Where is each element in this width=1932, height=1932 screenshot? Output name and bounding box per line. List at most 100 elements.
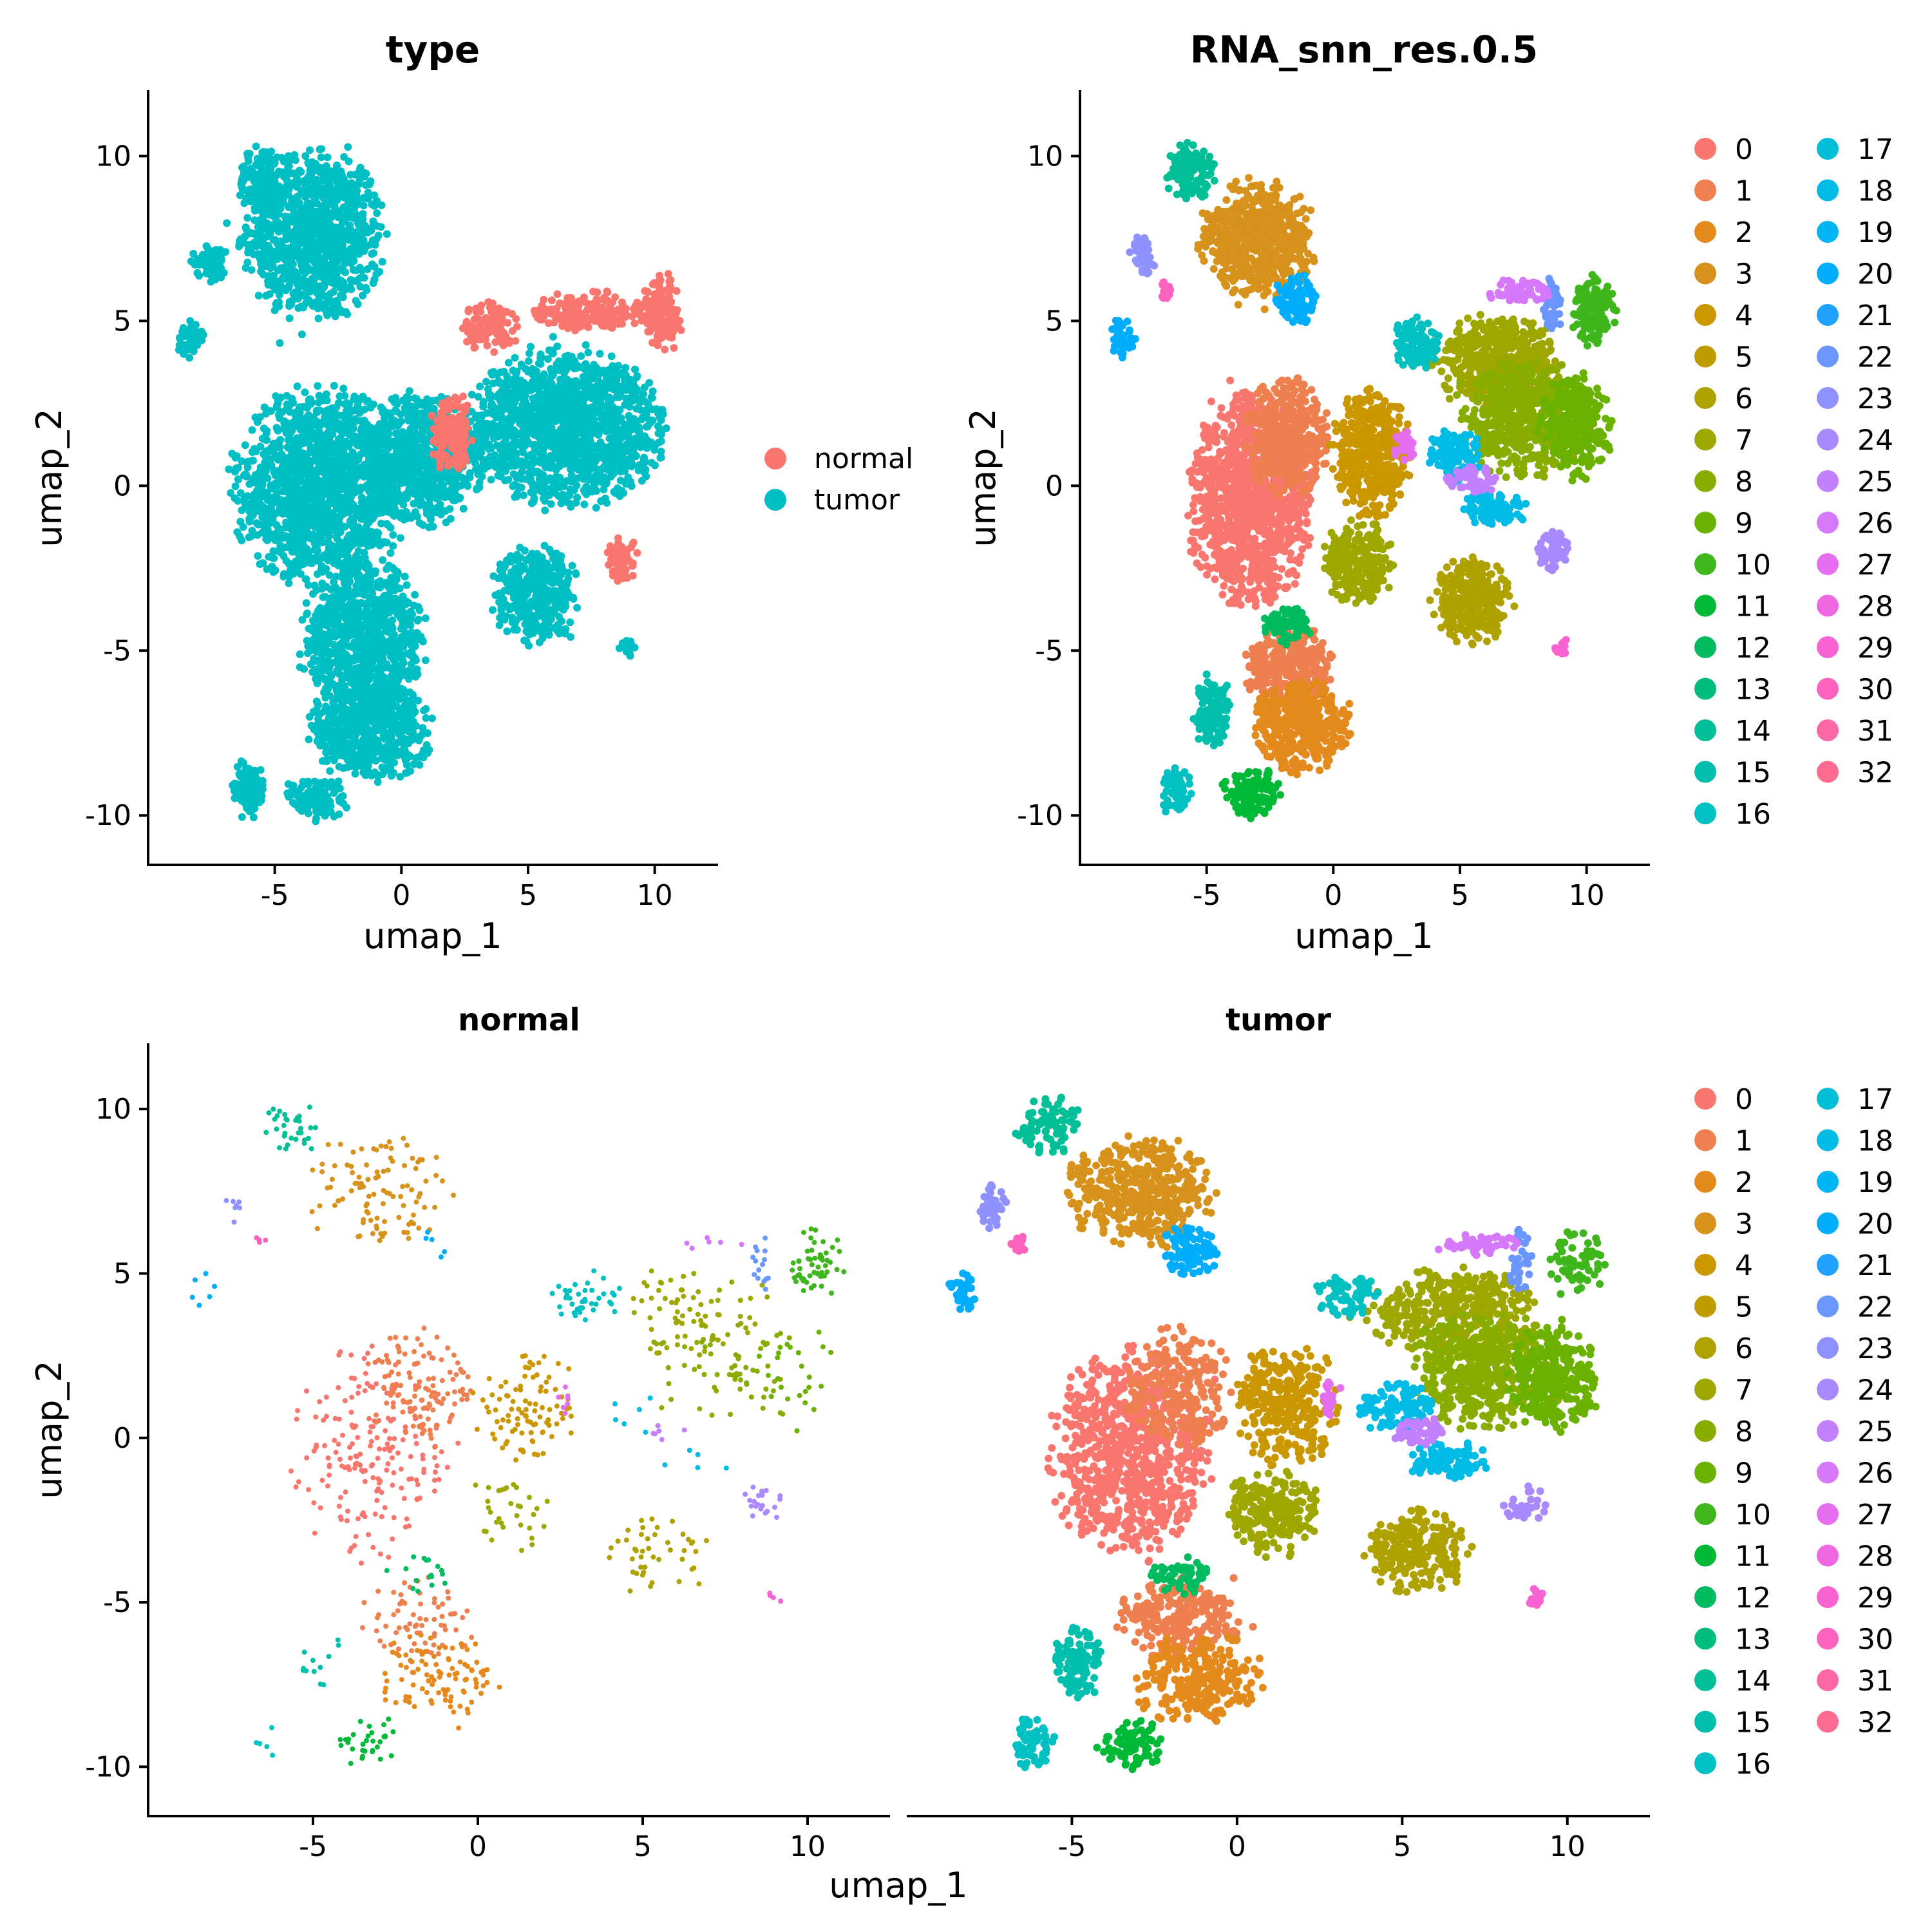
point-tumor	[254, 552, 262, 560]
point-tumor	[377, 665, 385, 673]
point-tumor	[423, 489, 431, 498]
point-tumor	[253, 531, 261, 539]
point-tumor	[397, 471, 405, 480]
point-tumor	[336, 541, 345, 549]
point-tumor	[384, 521, 392, 529]
point-tumor	[333, 720, 341, 728]
point-tumor	[236, 191, 244, 200]
point-tumor	[288, 497, 296, 505]
point-tumor	[290, 218, 299, 227]
point-tumor	[272, 521, 281, 529]
point-tumor	[243, 214, 252, 222]
point-tumor	[409, 420, 417, 428]
point-tumor	[213, 265, 221, 274]
point-tumor	[238, 506, 246, 515]
point-tumor	[325, 746, 333, 754]
point-tumor	[297, 302, 305, 310]
point-tumor	[323, 153, 332, 162]
point-tumor	[397, 732, 405, 741]
point-tumor	[249, 251, 258, 258]
point-tumor	[309, 796, 317, 804]
point-tumor	[289, 267, 298, 274]
point-tumor	[341, 614, 350, 622]
point-tumor	[413, 665, 421, 674]
point-tumor	[399, 692, 407, 700]
point-tumor	[398, 668, 406, 676]
point-tumor	[332, 734, 340, 742]
point-tumor	[307, 284, 315, 292]
point-tumor	[346, 473, 354, 481]
point-tumor	[371, 487, 379, 495]
point-tumor	[422, 509, 431, 518]
point-tumor	[386, 549, 395, 557]
point-tumor	[260, 245, 269, 254]
point-tumor	[382, 697, 390, 705]
point-tumor	[325, 180, 334, 188]
point-tumor	[346, 631, 355, 639]
point-tumor	[381, 687, 389, 696]
point-tumor	[307, 660, 315, 668]
point-tumor	[373, 209, 381, 217]
point-tumor	[382, 708, 390, 716]
point-tumor	[414, 615, 422, 623]
point-tumor	[327, 808, 335, 817]
point-tumor	[304, 777, 312, 786]
point-tumor	[406, 615, 415, 623]
point-tumor	[320, 231, 328, 239]
point-tumor	[430, 487, 439, 495]
point-tumor	[352, 638, 360, 647]
point-tumor	[326, 767, 334, 775]
point-tumor	[296, 477, 304, 486]
point-tumor	[285, 573, 294, 581]
point-tumor	[274, 300, 283, 308]
point-tumor	[281, 286, 290, 294]
point-tumor	[339, 279, 348, 288]
point-tumor	[301, 545, 310, 554]
point-tumor	[446, 505, 454, 513]
point-tumor	[309, 413, 317, 422]
point-tumor	[287, 480, 296, 488]
point-tumor	[352, 664, 360, 672]
point-tumor	[321, 300, 329, 308]
point-tumor	[316, 146, 324, 153]
point-tumor	[300, 222, 308, 231]
point-tumor	[424, 481, 432, 489]
point-tumor	[377, 223, 385, 231]
point-tumor	[285, 302, 293, 310]
point-tumor	[303, 202, 311, 211]
point-tumor	[370, 276, 379, 283]
point-tumor	[345, 723, 353, 731]
point-tumor	[256, 560, 264, 568]
point-tumor	[273, 403, 281, 412]
point-tumor	[231, 494, 239, 502]
point-tumor	[309, 480, 317, 488]
point-tumor	[317, 164, 326, 173]
point-tumor	[313, 623, 321, 632]
point-tumor	[396, 495, 404, 503]
point-tumor	[301, 388, 309, 397]
point-tumor	[365, 180, 374, 189]
point-tumor	[324, 510, 332, 518]
point-tumor	[348, 541, 356, 549]
point-tumor	[361, 728, 370, 737]
point-tumor	[346, 258, 355, 266]
point-tumor	[341, 231, 350, 240]
point-tumor	[249, 509, 258, 518]
point-tumor	[326, 525, 334, 533]
point-tumor	[318, 616, 327, 623]
point-tumor	[258, 481, 267, 489]
point-tumor	[374, 621, 383, 630]
point-tumor	[368, 730, 377, 738]
point-tumor	[317, 440, 325, 448]
point-tumor	[314, 187, 322, 194]
point-tumor	[388, 395, 396, 403]
point-tumor	[178, 327, 187, 336]
point-tumor	[331, 174, 339, 182]
point-tumor	[374, 634, 383, 643]
point-tumor	[281, 468, 289, 477]
point-tumor	[266, 174, 274, 182]
point-tumor	[347, 493, 355, 500]
point-tumor	[389, 531, 397, 539]
point-tumor	[412, 482, 420, 491]
point-tumor	[317, 562, 326, 570]
